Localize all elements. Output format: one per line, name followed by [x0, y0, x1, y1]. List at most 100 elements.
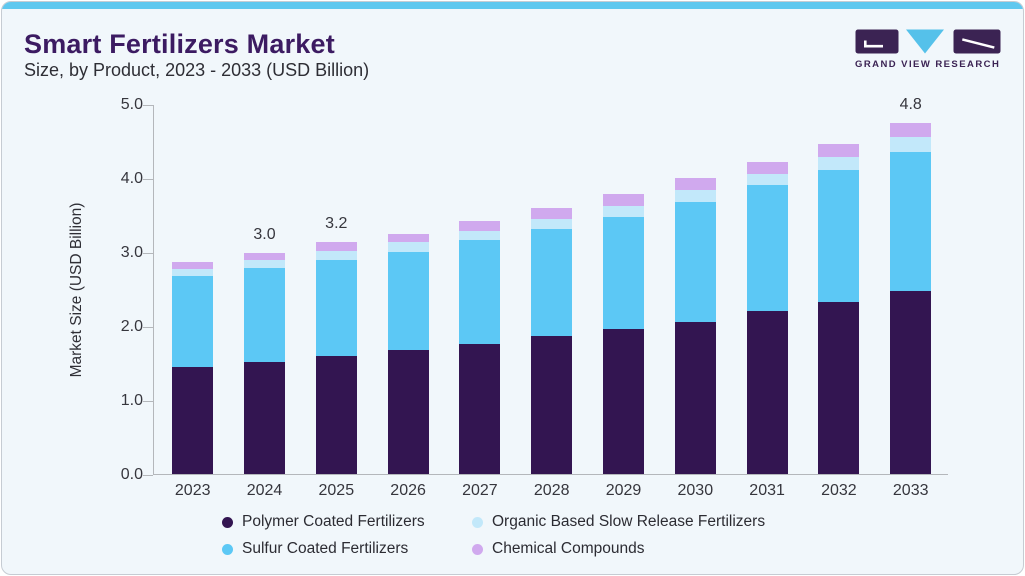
x-tick-label-2025: 2025 [318, 482, 355, 499]
bar-2030 [674, 178, 716, 474]
bar-2028 [531, 208, 573, 474]
y-tick [143, 104, 153, 106]
bar-segment [603, 216, 644, 329]
y-tick-label: 1.0 [120, 392, 143, 409]
bar-segment [890, 122, 932, 138]
bar-2031 [746, 161, 788, 474]
legend-label: Organic Based Slow Release Fertilizers [492, 513, 766, 530]
y-axis-title: Market Size (USD Billion) [68, 202, 85, 377]
bar-segment [746, 173, 788, 186]
bar-segment [459, 343, 501, 474]
page-subtitle: Size, by Product, 2023 - 2033 (USD Billi… [24, 60, 370, 80]
bar-segment [818, 143, 860, 157]
grand-view-research-logo: GRAND VIEW RESEARCH [855, 29, 1001, 71]
bar-segment [459, 230, 501, 241]
logo-r-mark [962, 38, 995, 49]
x-tick-label-2027: 2027 [462, 482, 498, 499]
bar-2033 [890, 122, 932, 474]
bar-segment [818, 156, 860, 170]
bar-value-label-2033: 4.8 [899, 95, 922, 113]
legend-item-2: Sulfur Coated Fertilizers [222, 540, 409, 557]
bar-segment [315, 241, 357, 251]
bar-segment [459, 220, 501, 231]
bar-segment [244, 252, 285, 261]
bar-2025 [315, 241, 357, 474]
x-tick-label-2031: 2031 [749, 482, 785, 499]
y-tick [143, 252, 153, 254]
bar-segment [244, 260, 285, 269]
bar-segment [818, 302, 860, 474]
bar-segment [890, 291, 932, 474]
x-tick-label-2024: 2024 [246, 482, 283, 499]
bar-segment [531, 208, 573, 219]
bar-2024 [244, 252, 285, 474]
x-tick-label-2033: 2033 [892, 482, 929, 499]
bar-segment [746, 185, 788, 312]
y-tick-label: 0.0 [120, 466, 143, 483]
bar-segment [531, 229, 573, 337]
bar-segment [746, 311, 788, 474]
bar-segment [315, 250, 357, 261]
x-tick-label-2023: 2023 [174, 482, 211, 499]
legend-dot-icon [222, 543, 233, 555]
bar-segment [603, 328, 644, 474]
legend-label: Sulfur Coated Fertilizers [242, 540, 409, 557]
bar-segment [315, 356, 357, 474]
bar-segment [244, 268, 285, 362]
x-tick-label-2028: 2028 [533, 482, 570, 499]
bar-2026 [387, 233, 429, 474]
bar-segment [387, 233, 429, 243]
brand-name: GRAND VIEW RESEARCH [855, 59, 1001, 70]
bar-2029 [603, 194, 644, 474]
bar-segment [387, 252, 429, 350]
bar-segment [172, 366, 214, 474]
bar-2032 [818, 143, 860, 474]
legend-dot-icon [472, 516, 483, 528]
logo-v-triangle [906, 29, 944, 54]
bar-segment [674, 321, 716, 474]
bar-segment [603, 194, 644, 207]
y-tick-label: 4.0 [120, 170, 143, 187]
bar-segment [818, 169, 860, 303]
x-tick-label-2030: 2030 [677, 482, 714, 499]
legend-dot-icon [472, 543, 483, 555]
legend-item-1: Polymer Coated Fertilizers [222, 513, 425, 530]
logo-g-mark [864, 40, 883, 48]
bar-segment [387, 242, 429, 253]
bar-segment [603, 206, 644, 217]
y-tick [143, 178, 153, 180]
bar-segment [387, 349, 429, 474]
y-tick-label: 3.0 [120, 244, 143, 261]
y-tick-label: 5.0 [120, 96, 143, 113]
bar-segment [674, 201, 716, 322]
y-tick [143, 326, 153, 328]
bar-segment [172, 261, 214, 270]
x-tick-label-2026: 2026 [390, 482, 426, 499]
bar-segment [890, 152, 932, 292]
bar-value-label-2024: 3.0 [253, 225, 276, 243]
plot-area: Market Size (USD Billion) 0.0 1.0 2.0 3.0 4.… [68, 96, 948, 499]
legend-dot-icon [222, 516, 233, 528]
top-accent-bar [2, 2, 1023, 9]
bar-2023 [172, 261, 214, 474]
bar-value-label-2025: 3.2 [325, 214, 348, 232]
bar-segment [531, 218, 573, 230]
page-title: Smart Fertilizers Market [24, 29, 335, 59]
bar-segment [746, 161, 788, 174]
y-tick [143, 474, 153, 476]
bar-segment [172, 276, 214, 367]
legend-item-4: Chemical Compounds [472, 540, 645, 557]
bar-segment [674, 178, 716, 190]
bar-segment [244, 361, 285, 474]
legend-item-3: Organic Based Slow Release Fertilizers [472, 513, 766, 530]
bar-segment [674, 189, 716, 202]
bar-segment [172, 269, 214, 277]
logo-g-block [855, 29, 899, 54]
bar-segment [459, 240, 501, 344]
bar-2027 [459, 220, 501, 474]
x-tick-label-2029: 2029 [605, 482, 642, 499]
bar-segment [890, 137, 932, 153]
x-tick-label-2032: 2032 [821, 482, 857, 499]
bar-segment [531, 336, 573, 474]
